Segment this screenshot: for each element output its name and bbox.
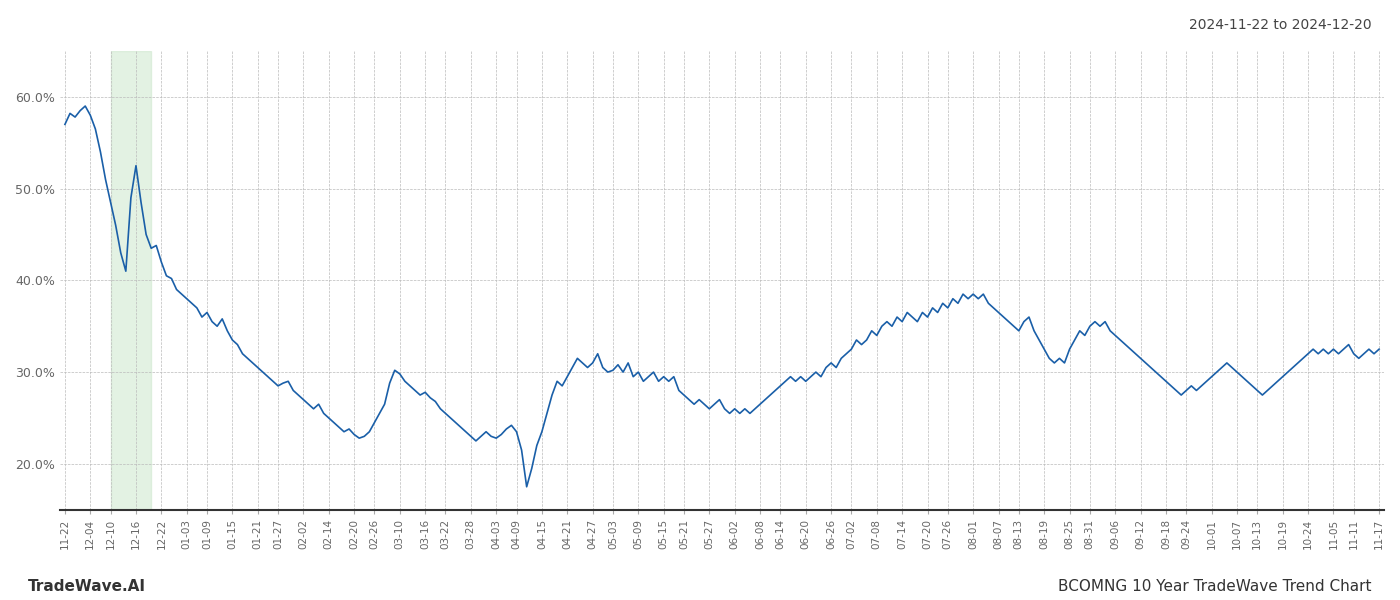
Text: 2024-11-22 to 2024-12-20: 2024-11-22 to 2024-12-20 (1190, 18, 1372, 32)
Text: BCOMNG 10 Year TradeWave Trend Chart: BCOMNG 10 Year TradeWave Trend Chart (1058, 579, 1372, 594)
Text: TradeWave.AI: TradeWave.AI (28, 579, 146, 594)
Bar (111, 51, 151, 510)
